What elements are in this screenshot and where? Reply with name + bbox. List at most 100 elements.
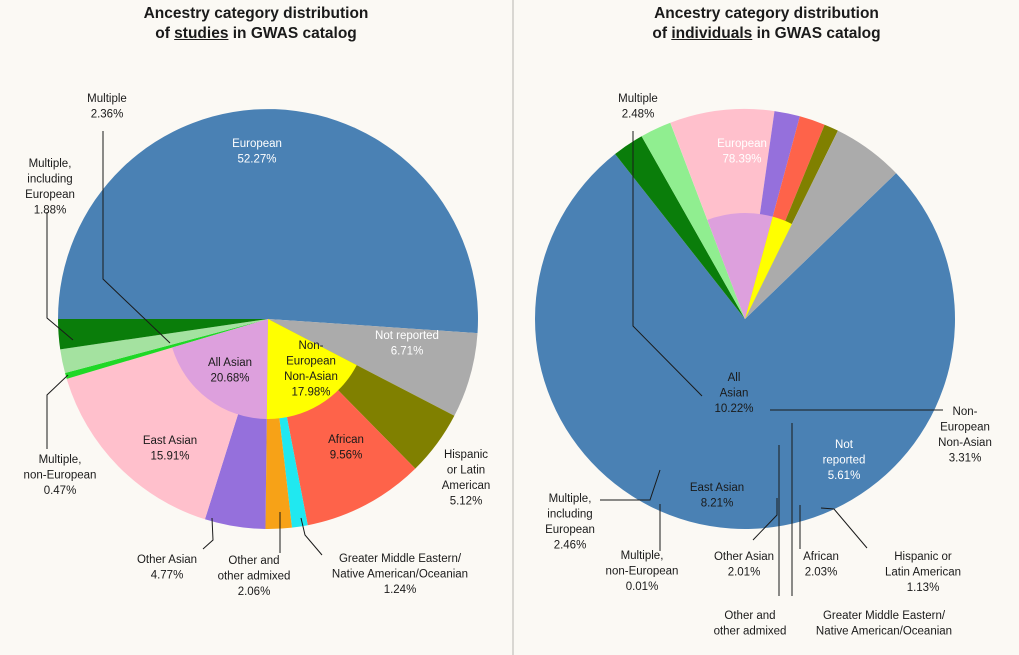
slice-label-line: or Latin: [447, 465, 485, 477]
slice-label-line: 17.98%: [291, 387, 330, 399]
title-suffix: in GWAS catalog: [752, 25, 881, 42]
title-line-1: Ancestry category distribution: [143, 5, 369, 22]
slice-label-line: European: [940, 422, 990, 434]
pie-slice-multiple-including-european: [60, 319, 269, 374]
slice-label-line: including: [547, 509, 592, 521]
slice-label-line: 52.27%: [237, 154, 276, 166]
slice-label-line: Multiple,: [29, 158, 72, 170]
slice-label: Other and other admixed: [714, 610, 787, 638]
slice-label-line: Multiple,: [39, 454, 82, 466]
slice-label-line: 5.12%: [450, 496, 483, 508]
slice-label: Other and other admixed 2.06%: [218, 555, 291, 598]
studies-chart-panel: Ancestry category distribution of studie…: [0, 4, 512, 598]
slice-label-line: Multiple,: [621, 550, 664, 562]
slice-label-line: American: [442, 480, 491, 492]
slice-label-line: 2.46%: [554, 540, 587, 552]
slice-label-line: European: [232, 138, 282, 150]
pie-slice-not-reported: [268, 319, 478, 416]
slice-label: Multiple, including European 1.88%: [25, 158, 75, 217]
slice-label-line: 2.36%: [91, 109, 124, 121]
slice-label-line: 1.88%: [34, 205, 67, 217]
slice-label: Other Asian 4.77%: [137, 554, 197, 582]
pie-slice-not-reported: [745, 130, 897, 319]
slice-label-line: 20.68%: [210, 373, 249, 385]
slice-label: Not reported 6.71%: [375, 330, 439, 358]
slice-label: Multiple, non-European 0.47%: [24, 454, 97, 497]
slice-label: Multiple 2.48%: [618, 93, 658, 121]
studies-chart-title: Ancestry category distribution of studie…: [0, 4, 512, 44]
leader-line: [46, 374, 69, 449]
slice-label-line: non-European: [606, 566, 679, 578]
inner-slice-all-asian: [707, 212, 773, 319]
slice-label-line: Not: [835, 439, 854, 451]
leader-line: [102, 131, 171, 344]
slice-label: Non- European Non-Asian 17.98%: [284, 340, 338, 399]
inner-slice-non-european-non-asian: [745, 216, 792, 319]
slice-label-line: Not reported: [375, 330, 439, 342]
slice-label-line: Hispanic: [444, 449, 488, 461]
pie-slice-european: [58, 109, 478, 334]
slice-label-line: Native American/Oceanian: [816, 626, 952, 638]
individuals-chart-title: Ancestry category distribution of indivi…: [514, 4, 1019, 44]
leader-line: [752, 498, 778, 541]
slice-label-line: 78.39%: [722, 154, 761, 166]
slice-label-line: 6.71%: [391, 346, 424, 358]
slice-label-line: All: [728, 372, 741, 384]
slice-label: European 52.27%: [232, 138, 282, 166]
slice-label-line: European: [25, 189, 75, 201]
inner-slice-non-european-non-asian: [266, 319, 357, 419]
inner-slice-all-asian: [172, 319, 268, 419]
slice-label-line: non-European: [24, 470, 97, 482]
title-line-1: Ancestry category distribution: [654, 5, 879, 22]
slice-label: All Asian 20.68%: [208, 357, 252, 385]
leader-line: [632, 131, 703, 397]
slice-label: Multiple, including European 2.46%: [545, 493, 595, 552]
slice-label-line: other admixed: [218, 571, 291, 583]
slice-label: Hispanic or Latin American 1.13%: [885, 551, 961, 594]
pie-slice-multiple-including-european: [641, 122, 745, 320]
slice-label-line: African: [803, 551, 839, 563]
slice-label: Not reported 5.61%: [823, 439, 866, 482]
slice-label-line: European: [545, 524, 595, 536]
slice-label-line: Other Asian: [137, 554, 197, 566]
slice-label-line: 2.03%: [805, 567, 838, 579]
title-emphasis: studies: [174, 25, 229, 42]
slice-label: East Asian 8.21%: [690, 482, 744, 510]
slice-label-line: All Asian: [208, 357, 252, 369]
slice-label-line: 10.22%: [714, 403, 753, 415]
slice-label-line: Non-Asian: [284, 371, 338, 383]
leader-line: [202, 517, 214, 550]
slice-label-line: European: [286, 356, 336, 368]
slice-label: European 78.39%: [717, 138, 767, 166]
slice-label: Multiple 2.36%: [87, 93, 127, 121]
slice-label-line: Other Asian: [714, 551, 774, 563]
slice-label-line: East Asian: [690, 482, 744, 494]
leader-line: [600, 469, 661, 501]
slice-label-line: Greater Middle Eastern/: [823, 610, 946, 622]
pie-slice-multiple-non-european: [65, 319, 268, 379]
title-prefix: of: [652, 25, 672, 42]
slice-label-line: Non-Asian: [938, 437, 992, 449]
title-prefix: of: [155, 25, 175, 42]
slice-label-line: Non-: [299, 340, 324, 352]
slice-label-line: 15.91%: [150, 451, 189, 463]
slice-label-line: 0.01%: [626, 581, 659, 593]
slice-label-line: 2.48%: [622, 109, 655, 121]
individuals-pie-chart: European 78.39% Multiple 2.48% Multiple, incl…: [534, 93, 992, 638]
pie-slice-european: [534, 154, 955, 529]
slice-label-line: European: [717, 138, 767, 150]
slice-label-line: Multiple,: [549, 493, 592, 505]
slice-label-line: Latin American: [885, 567, 961, 579]
individuals-chart-panel: Ancestry category distribution of indivi…: [514, 0, 1019, 655]
slice-label-line: East Asian: [143, 435, 197, 447]
slice-label-line: Multiple: [87, 93, 127, 105]
slice-label-line: 5.61%: [828, 470, 861, 482]
slice-label-line: 1.13%: [907, 582, 940, 594]
slice-label: Non- European Non-Asian 3.31%: [938, 406, 992, 465]
slice-label-line: 0.47%: [44, 485, 77, 497]
slice-label: Other Asian 2.01%: [714, 551, 774, 579]
slice-label-line: 8.21%: [701, 498, 734, 510]
slice-label-line: including: [27, 174, 72, 186]
slice-label-line: Multiple: [618, 93, 658, 105]
pie-slice-multiple: [615, 136, 745, 319]
